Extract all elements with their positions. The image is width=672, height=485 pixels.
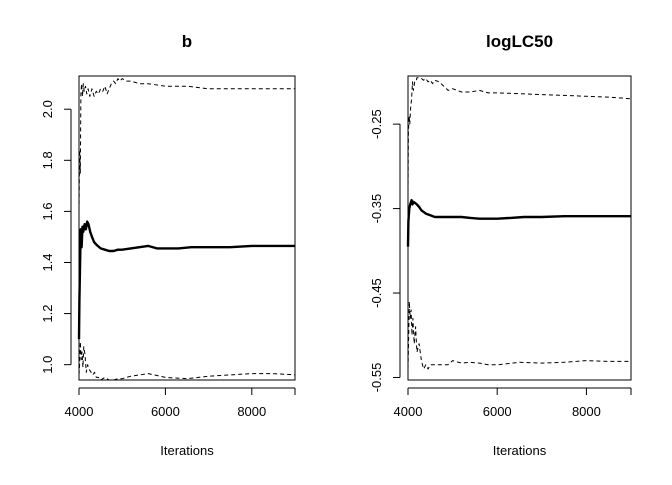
x-tick-label: 8000 [237, 404, 266, 419]
x-axis: 4000 6000 8000 Iterations [394, 387, 632, 458]
y-tick-label: 1.2 [40, 305, 55, 323]
panel-1: b 4000 6000 8000 Iterations 1.0 1.2 1.4 1.6 1.8 2.… [40, 32, 296, 458]
plot-frame [78, 75, 296, 381]
series-lower-bound-line [407, 301, 631, 370]
y-tick-label: 1.8 [40, 151, 55, 169]
y-tick-label: 1.6 [40, 202, 55, 220]
y-tick-label: -0.55 [369, 363, 384, 393]
x-tick-label: 4000 [394, 404, 423, 419]
y-tick-label: 1.0 [40, 356, 55, 374]
x-tick-label: 8000 [572, 404, 601, 419]
y-tick-label: -0.25 [369, 109, 384, 139]
x-tick-label: 6000 [483, 404, 512, 419]
x-axis: 4000 6000 8000 Iterations [65, 387, 296, 458]
series-median-line [406, 198, 631, 247]
y-tick-label: 1.4 [40, 253, 55, 271]
series-upper-bound-line [78, 78, 295, 212]
series-upper-bound-line [407, 77, 632, 192]
y-tick-label: -0.35 [369, 194, 384, 224]
y-tick-label: 2.0 [40, 100, 55, 118]
y-tick-label: -0.45 [369, 278, 384, 308]
y-axis: 1.0 1.2 1.4 1.6 1.8 2.0 [40, 100, 72, 374]
x-axis-label: Iterations [493, 443, 547, 458]
chart-title: logLC50 [486, 32, 553, 51]
series-lower-bound-line [78, 341, 296, 381]
y-axis: -0.25 -0.35 -0.45 -0.55 [369, 109, 401, 393]
x-tick-label: 6000 [151, 404, 180, 419]
x-tick-label: 4000 [65, 404, 94, 419]
chart-title: b [182, 32, 192, 51]
series-median-line [77, 220, 295, 340]
plot-frame [407, 75, 632, 381]
x-axis-label: Iterations [160, 443, 214, 458]
